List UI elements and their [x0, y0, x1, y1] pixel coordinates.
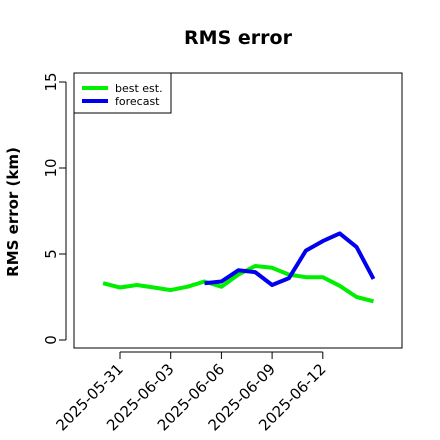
- series-line-0: [102, 264, 374, 304]
- plot-area: [73, 72, 403, 349]
- y-axis-label: RMS error (km): [4, 147, 22, 277]
- y-axis: 0 5 10 15: [42, 72, 67, 345]
- series-layer: [102, 231, 376, 304]
- y-tick-label: 15: [42, 72, 60, 91]
- legend-box: [73, 72, 172, 114]
- x-axis: 2025-05-312025-06-032025-06-062025-06-09…: [52, 351, 330, 434]
- legend: best est.forecast: [73, 72, 172, 114]
- y-tick-label: 5: [42, 249, 60, 259]
- series-line-1: [204, 231, 376, 287]
- chart-title: RMS error: [184, 27, 293, 49]
- y-tick-label: 10: [42, 158, 60, 177]
- legend-label: forecast: [115, 95, 160, 108]
- y-tick-label: 0: [42, 335, 60, 345]
- legend-label: best est.: [115, 82, 163, 95]
